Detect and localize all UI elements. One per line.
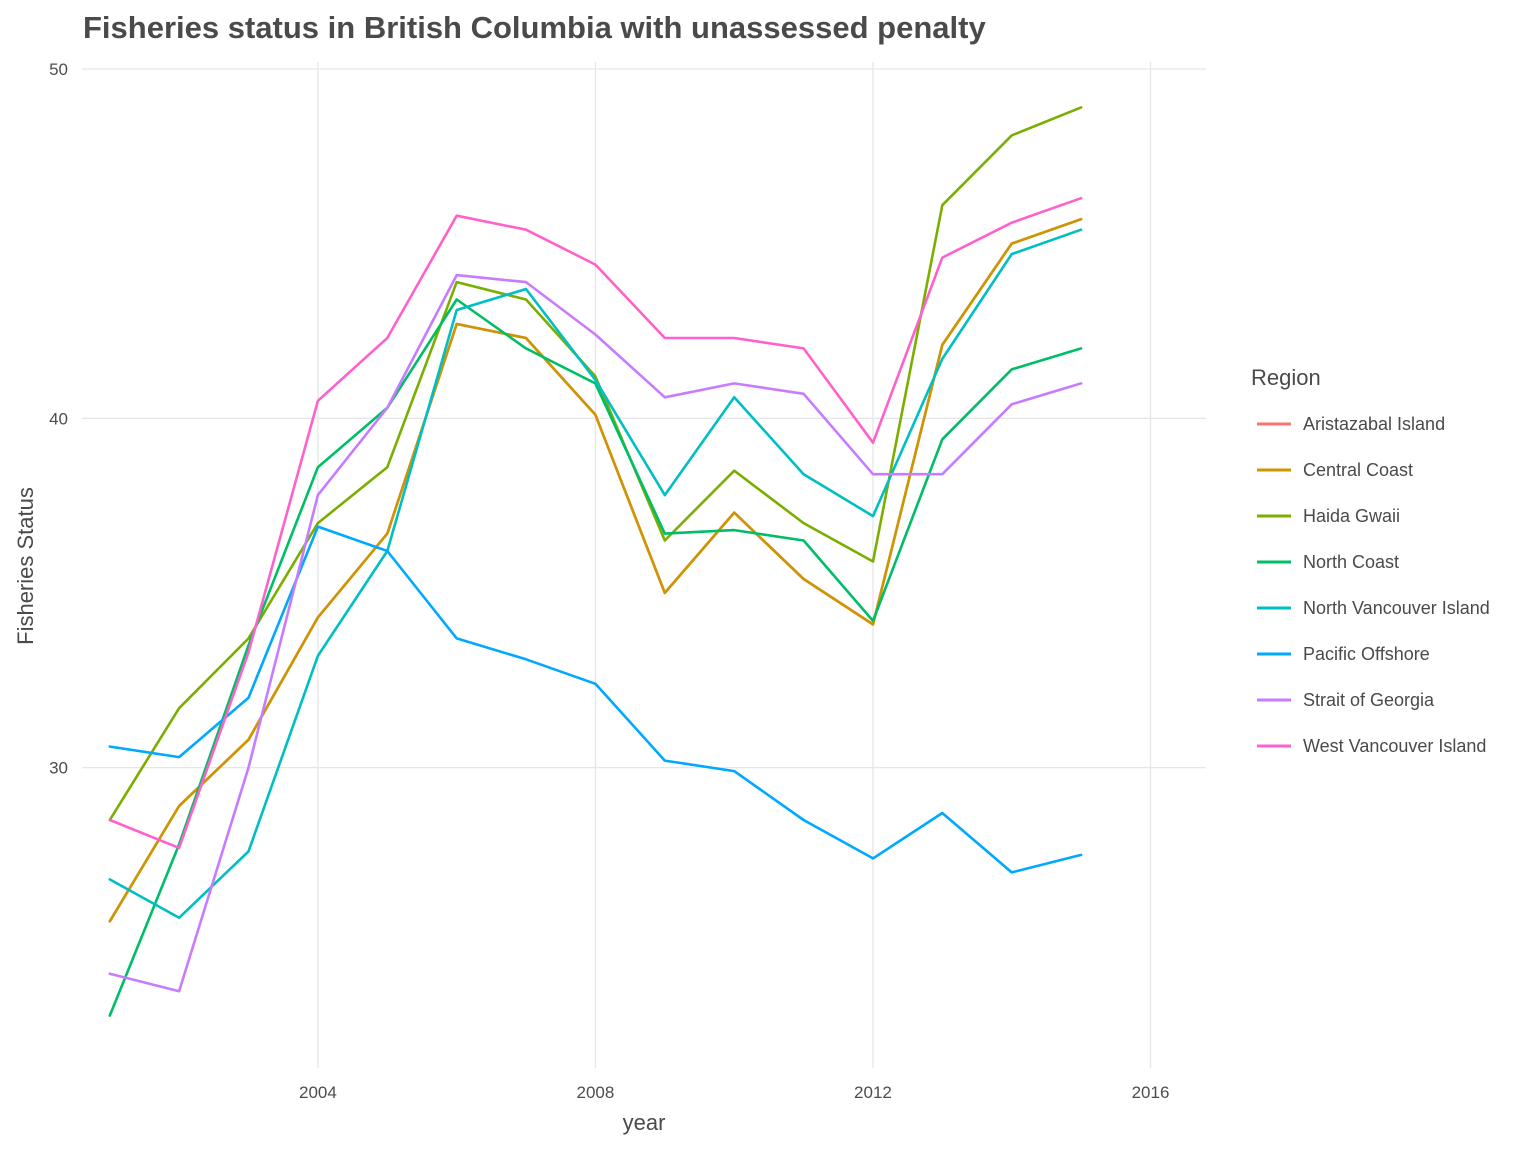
y-tick-label: 50 — [49, 60, 68, 79]
legend-label: North Vancouver Island — [1303, 598, 1490, 618]
legend-item-aristazabal-island: Aristazabal Island — [1257, 414, 1445, 434]
legend-item-west-vancouver-island: West Vancouver Island — [1257, 736, 1486, 756]
legend-label: Aristazabal Island — [1303, 414, 1445, 434]
legend: Region Aristazabal Island Central Coast Ha… — [1251, 365, 1490, 756]
x-tick-label: 2012 — [854, 1083, 892, 1102]
legend-item-north-coast: North Coast — [1257, 552, 1399, 572]
legend-items: Aristazabal Island Central Coast Haida Gwa… — [1257, 414, 1490, 756]
y-tick-label: 30 — [49, 759, 68, 778]
legend-item-pacific-offshore: Pacific Offshore — [1257, 644, 1430, 664]
legend-item-central-coast: Central Coast — [1257, 460, 1413, 480]
y-tick-label: 40 — [49, 409, 68, 428]
legend-label: Strait of Georgia — [1303, 690, 1435, 710]
y-axis-tick-labels: 30 40 50 — [49, 60, 68, 778]
legend-label: North Coast — [1303, 552, 1399, 572]
x-axis-tick-labels: 2004 2008 2012 2016 — [299, 1083, 1169, 1102]
legend-title: Region — [1251, 365, 1321, 390]
y-axis-title: Fisheries Status — [13, 487, 38, 645]
legend-label: Haida Gwaii — [1303, 506, 1400, 526]
legend-label: Central Coast — [1303, 460, 1413, 480]
x-tick-label: 2008 — [577, 1083, 615, 1102]
x-tick-label: 2004 — [299, 1083, 337, 1102]
x-tick-label: 2016 — [1132, 1083, 1170, 1102]
legend-item-north-vancouver-island: North Vancouver Island — [1257, 598, 1490, 618]
legend-label: West Vancouver Island — [1303, 736, 1486, 756]
legend-label: Pacific Offshore — [1303, 644, 1430, 664]
legend-item-strait-of-georgia: Strait of Georgia — [1257, 690, 1435, 710]
chart-title: Fisheries status in British Columbia wit… — [83, 10, 986, 45]
legend-item-haida-gwaii: Haida Gwaii — [1257, 506, 1400, 526]
x-axis-title: year — [623, 1110, 666, 1135]
